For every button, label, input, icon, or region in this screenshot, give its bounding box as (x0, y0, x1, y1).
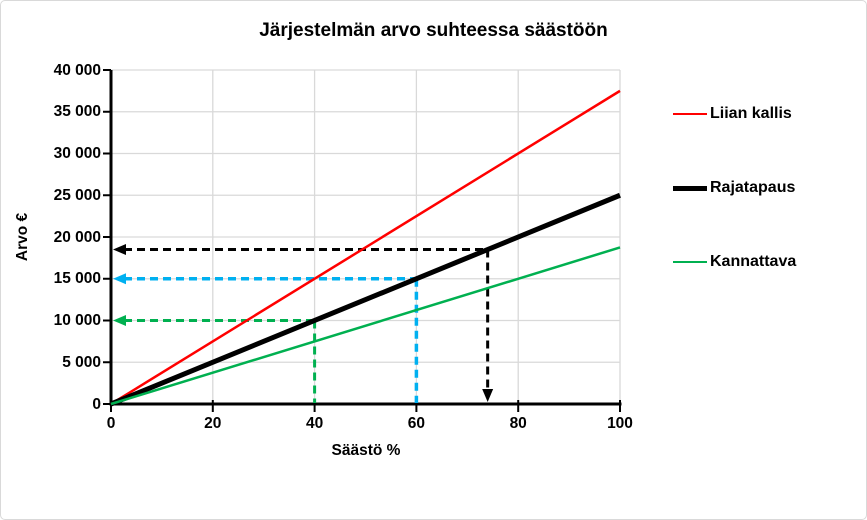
y-tick-label: 35 000 (53, 103, 101, 121)
legend-label: Rajatapaus (710, 179, 796, 196)
legend-line-swatch (673, 185, 707, 191)
series-line-kannattava (110, 246, 621, 406)
legend-item-rajatapaus: Rajatapaus (673, 176, 795, 200)
x-tick-label: 80 (509, 415, 527, 432)
legend-line-swatch (673, 260, 707, 264)
guide-green-left-arrowhead (113, 315, 126, 326)
y-tick-label: 20 000 (53, 228, 101, 246)
series-line-rajatapaus (110, 192, 621, 407)
x-axis-title: Säästö % (331, 442, 401, 459)
y-tick-label: 30 000 (53, 145, 101, 162)
legend-line-swatch (673, 112, 707, 116)
x-tick-label: 40 (305, 415, 324, 432)
y-tick-label: 15 000 (53, 270, 101, 288)
legend-label: Liian kallis (710, 105, 792, 122)
y-tick-label: 10 000 (53, 312, 101, 329)
x-tick-label: 20 (204, 415, 222, 432)
chart-title: Järjestelmän arvo suhteessa säästöön (259, 20, 608, 41)
legend-item-kannattava: Kannattava (673, 250, 796, 274)
y-tick-label: 0 (92, 395, 101, 413)
x-tick-label: 0 (106, 415, 116, 432)
series-line-liian-kallis (110, 89, 621, 406)
legend-label: Kannattava (710, 253, 797, 270)
y-tick-label: 40 000 (53, 61, 101, 79)
y-tick-label: 25 000 (53, 186, 101, 204)
guide-black-down-arrowhead (482, 389, 494, 402)
x-tick-label: 60 (407, 415, 426, 432)
guide-blue-left-arrowhead (113, 273, 126, 285)
y-tick-label: 5 000 (62, 353, 101, 371)
legend-item-liian-kallis: Liian kallis (673, 102, 792, 126)
x-tick-label: 100 (607, 415, 633, 432)
guide-black-left-arrowhead (113, 244, 126, 256)
